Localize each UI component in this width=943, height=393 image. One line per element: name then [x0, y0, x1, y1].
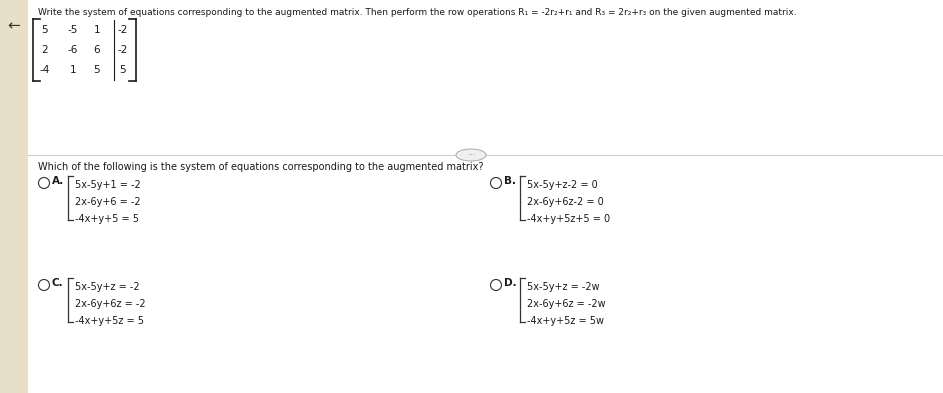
Text: 5x-5y+z-2 = 0: 5x-5y+z-2 = 0 — [527, 180, 598, 190]
Text: 2x-6y+6 = -2: 2x-6y+6 = -2 — [75, 197, 141, 207]
Text: 1: 1 — [93, 25, 100, 35]
Text: 2x-6y+6z = -2w: 2x-6y+6z = -2w — [527, 299, 605, 309]
Text: 5: 5 — [120, 65, 126, 75]
Text: D.: D. — [504, 278, 517, 288]
Text: Which of the following is the system of equations corresponding to the augmented: Which of the following is the system of … — [38, 162, 484, 172]
Text: 5x-5y+1 = -2: 5x-5y+1 = -2 — [75, 180, 141, 190]
FancyBboxPatch shape — [0, 355, 943, 393]
Text: 5x-5y+z = -2w: 5x-5y+z = -2w — [527, 282, 600, 292]
Text: 5x-5y+z = -2: 5x-5y+z = -2 — [75, 282, 140, 292]
Text: -6: -6 — [68, 45, 78, 55]
Text: 2x-6y+6z-2 = 0: 2x-6y+6z-2 = 0 — [527, 197, 604, 207]
Text: -4x+y+5z = 5w: -4x+y+5z = 5w — [527, 316, 604, 326]
Text: 1: 1 — [70, 65, 76, 75]
Text: 5: 5 — [93, 65, 100, 75]
Text: -5: -5 — [68, 25, 78, 35]
Text: 5: 5 — [41, 25, 48, 35]
Text: ⋯: ⋯ — [468, 152, 474, 158]
Text: -4x+y+5z = 5: -4x+y+5z = 5 — [75, 316, 144, 326]
Text: -4: -4 — [40, 65, 50, 75]
Text: ←: ← — [8, 18, 21, 33]
FancyBboxPatch shape — [0, 195, 943, 235]
Text: A.: A. — [52, 176, 64, 186]
Text: Write the system of equations corresponding to the augmented matrix. Then perfor: Write the system of equations correspond… — [38, 8, 797, 17]
Text: B.: B. — [504, 176, 516, 186]
Ellipse shape — [456, 149, 486, 161]
Text: -4x+y+5z+5 = 0: -4x+y+5z+5 = 0 — [527, 214, 610, 224]
Text: 2x-6y+6z = -2: 2x-6y+6z = -2 — [75, 299, 145, 309]
FancyBboxPatch shape — [28, 0, 943, 393]
Text: -2: -2 — [118, 25, 128, 35]
Text: C.: C. — [52, 278, 63, 288]
Text: -4x+y+5 = 5: -4x+y+5 = 5 — [75, 214, 139, 224]
Text: 2: 2 — [41, 45, 48, 55]
FancyBboxPatch shape — [0, 0, 28, 393]
Text: -2: -2 — [118, 45, 128, 55]
Text: 6: 6 — [93, 45, 100, 55]
